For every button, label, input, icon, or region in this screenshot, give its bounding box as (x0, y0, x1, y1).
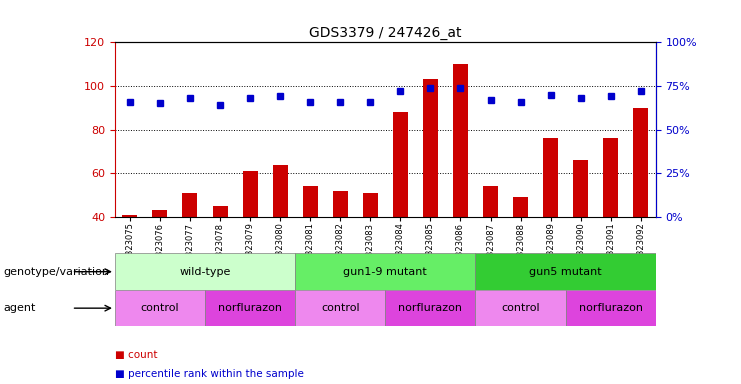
Bar (115, 290, 205, 326)
Bar (603, 138, 618, 305)
Bar (205, 290, 295, 326)
Text: genotype/variation: genotype/variation (4, 266, 110, 277)
Bar (423, 79, 438, 305)
Bar (476, 253, 656, 290)
Text: norflurazon: norflurazon (399, 303, 462, 313)
Text: norflurazon: norflurazon (579, 303, 642, 313)
Bar (483, 186, 498, 305)
Bar (363, 193, 378, 305)
Bar (634, 108, 648, 305)
Bar (393, 112, 408, 305)
Text: control: control (141, 303, 179, 313)
Text: control: control (321, 303, 359, 313)
Title: GDS3379 / 247426_at: GDS3379 / 247426_at (309, 26, 462, 40)
Text: gun5 mutant: gun5 mutant (529, 266, 602, 277)
Text: gun1-9 mutant: gun1-9 mutant (343, 266, 428, 277)
Text: wild-type: wild-type (179, 266, 230, 277)
Bar (302, 186, 318, 305)
Bar (385, 290, 476, 326)
Text: norflurazon: norflurazon (218, 303, 282, 313)
Text: agent: agent (4, 303, 36, 313)
Bar (333, 191, 348, 305)
Bar (476, 290, 565, 326)
Text: ■ percentile rank within the sample: ■ percentile rank within the sample (115, 369, 304, 379)
Bar (122, 215, 137, 305)
Bar (565, 290, 656, 326)
Bar (153, 210, 167, 305)
Text: ■ count: ■ count (115, 350, 157, 360)
Bar (242, 171, 258, 305)
Bar (295, 253, 476, 290)
Bar (513, 197, 528, 305)
Bar (115, 253, 295, 290)
Bar (213, 206, 227, 305)
Bar (573, 160, 588, 305)
Bar (182, 193, 198, 305)
Bar (453, 64, 468, 305)
Bar (295, 290, 385, 326)
Bar (543, 138, 558, 305)
Text: control: control (501, 303, 540, 313)
Bar (273, 165, 288, 305)
